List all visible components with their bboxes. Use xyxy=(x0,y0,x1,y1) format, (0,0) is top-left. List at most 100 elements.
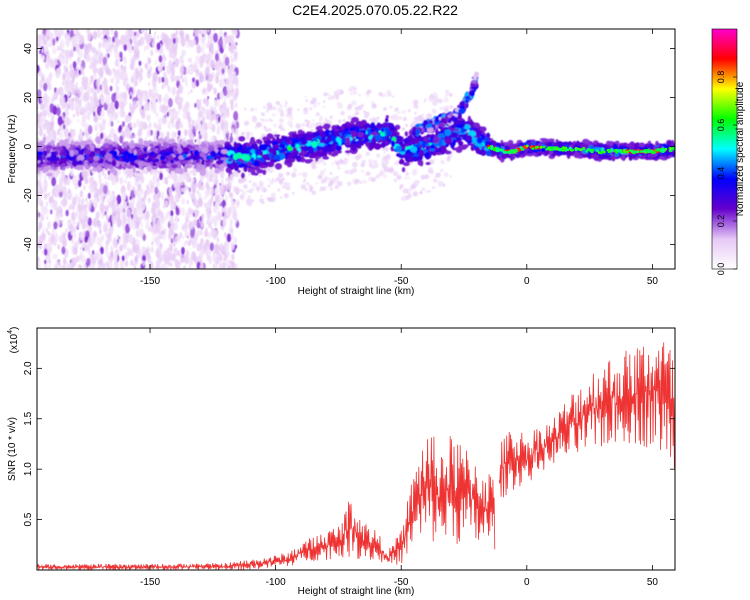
heatmap-cell xyxy=(174,96,179,103)
heatmap-cell xyxy=(375,174,380,179)
heatmap-cell xyxy=(263,125,267,129)
heatmap-cell xyxy=(59,86,62,91)
heatmap-cell xyxy=(240,132,245,136)
heatmap-cell xyxy=(272,106,277,111)
heatmap-cell xyxy=(75,109,80,117)
heatmap-cell xyxy=(265,119,268,122)
heatmap-cell xyxy=(407,109,411,113)
heatmap-cell xyxy=(178,260,182,266)
heatmap-cell xyxy=(412,99,419,105)
heatmap-cell xyxy=(419,191,423,195)
heatmap-cell xyxy=(80,107,84,113)
heatmap-cell xyxy=(92,236,96,244)
heatmap-cell xyxy=(124,252,129,260)
heatmap-cell xyxy=(446,157,451,162)
heatmap-cell xyxy=(361,170,364,173)
heatmap-cell xyxy=(152,93,156,99)
heatmap-cell xyxy=(41,48,44,54)
heatmap-cell xyxy=(191,181,195,190)
heatmap-cell xyxy=(42,55,46,62)
heatmap-cell xyxy=(189,177,192,183)
heatmap-cell xyxy=(138,76,141,81)
heatmap-cell xyxy=(440,159,445,165)
heatmap-cell xyxy=(261,118,266,123)
heatmap-cell xyxy=(123,44,127,51)
heatmap-cell xyxy=(230,241,235,251)
heatmap-cell xyxy=(74,85,78,92)
heatmap-cell xyxy=(216,237,220,243)
heatmap-cell xyxy=(73,246,78,255)
heatmap-cell xyxy=(443,172,449,178)
heatmap-cell xyxy=(84,215,89,223)
heatmap-cell xyxy=(59,131,64,139)
heatmap-cell xyxy=(57,260,61,266)
heatmap-cell xyxy=(224,244,229,253)
heatmap-cell xyxy=(344,169,349,174)
heatmap-cell xyxy=(305,99,309,102)
heatmap-cell xyxy=(433,178,438,183)
heatmap-cell xyxy=(202,185,205,191)
heatmap-cell xyxy=(92,30,98,40)
heatmap-cell xyxy=(180,187,184,192)
heatmap-cell xyxy=(324,168,327,171)
heatmap-cell xyxy=(224,183,228,190)
heatmap-cell xyxy=(398,116,403,120)
heatmap-cell xyxy=(388,167,394,173)
heatmap-cell xyxy=(42,232,46,240)
heatmap-cell xyxy=(335,88,341,94)
heatmap-cell xyxy=(282,185,286,189)
heatmap-cell xyxy=(331,162,335,166)
heatmap-cell xyxy=(63,127,69,138)
heatmap-cell xyxy=(78,49,83,59)
heatmap-cell xyxy=(194,255,198,264)
heatmap-cell xyxy=(443,96,449,103)
heatmap-cell xyxy=(198,130,201,135)
heatmap-cell xyxy=(235,186,240,196)
heatmap-cell xyxy=(318,117,323,122)
heatmap-cell xyxy=(387,92,392,97)
heatmap-cell xyxy=(124,260,129,267)
heatmap-cell xyxy=(127,115,132,123)
heatmap-cell xyxy=(353,163,357,167)
heatmap-cell xyxy=(110,29,114,33)
heatmap-cell xyxy=(143,90,146,95)
heatmap-cell xyxy=(80,210,86,220)
heatmap-cell xyxy=(233,71,237,77)
heatmap-cell xyxy=(205,239,209,244)
heatmap-cell xyxy=(47,82,52,91)
heatmap-cell xyxy=(157,172,160,177)
heatmap-cell xyxy=(162,227,167,235)
heatmap-cell xyxy=(104,210,107,216)
heatmap-cell xyxy=(152,221,156,228)
heatmap-cell xyxy=(229,218,233,225)
heatmap-cell xyxy=(43,95,47,102)
heatmap-cell xyxy=(58,169,61,174)
heatmap-cell xyxy=(61,246,66,255)
heatmap-cell xyxy=(226,107,230,113)
heatmap-cell xyxy=(86,201,90,208)
heatmap-cell xyxy=(118,126,122,134)
heatmap-cell xyxy=(220,73,223,79)
heatmap-cell xyxy=(69,29,75,38)
heatmap-cell xyxy=(312,103,317,109)
heatmap-cell xyxy=(57,244,61,250)
heatmap-cell xyxy=(182,112,187,120)
heatmap-cell xyxy=(48,263,51,269)
heatmap-cell xyxy=(238,136,246,142)
heatmap-cell xyxy=(129,62,134,71)
heatmap-cell xyxy=(183,240,187,247)
heatmap-cell xyxy=(85,197,88,203)
heatmap-cell xyxy=(62,49,65,54)
heatmap-cell xyxy=(107,31,109,36)
heatmap-cell xyxy=(59,264,62,269)
heatmap-cell xyxy=(208,199,212,207)
heatmap-cell xyxy=(44,259,47,265)
heatmap-cell xyxy=(159,172,163,181)
heatmap-cell xyxy=(100,109,105,118)
heatmap-cell xyxy=(165,194,169,200)
heatmap-cell xyxy=(278,118,284,124)
heatmap-cell xyxy=(89,253,94,262)
heatmap-cell xyxy=(225,77,230,86)
heatmap-cell xyxy=(82,80,88,91)
heatmap-cell xyxy=(163,254,169,265)
